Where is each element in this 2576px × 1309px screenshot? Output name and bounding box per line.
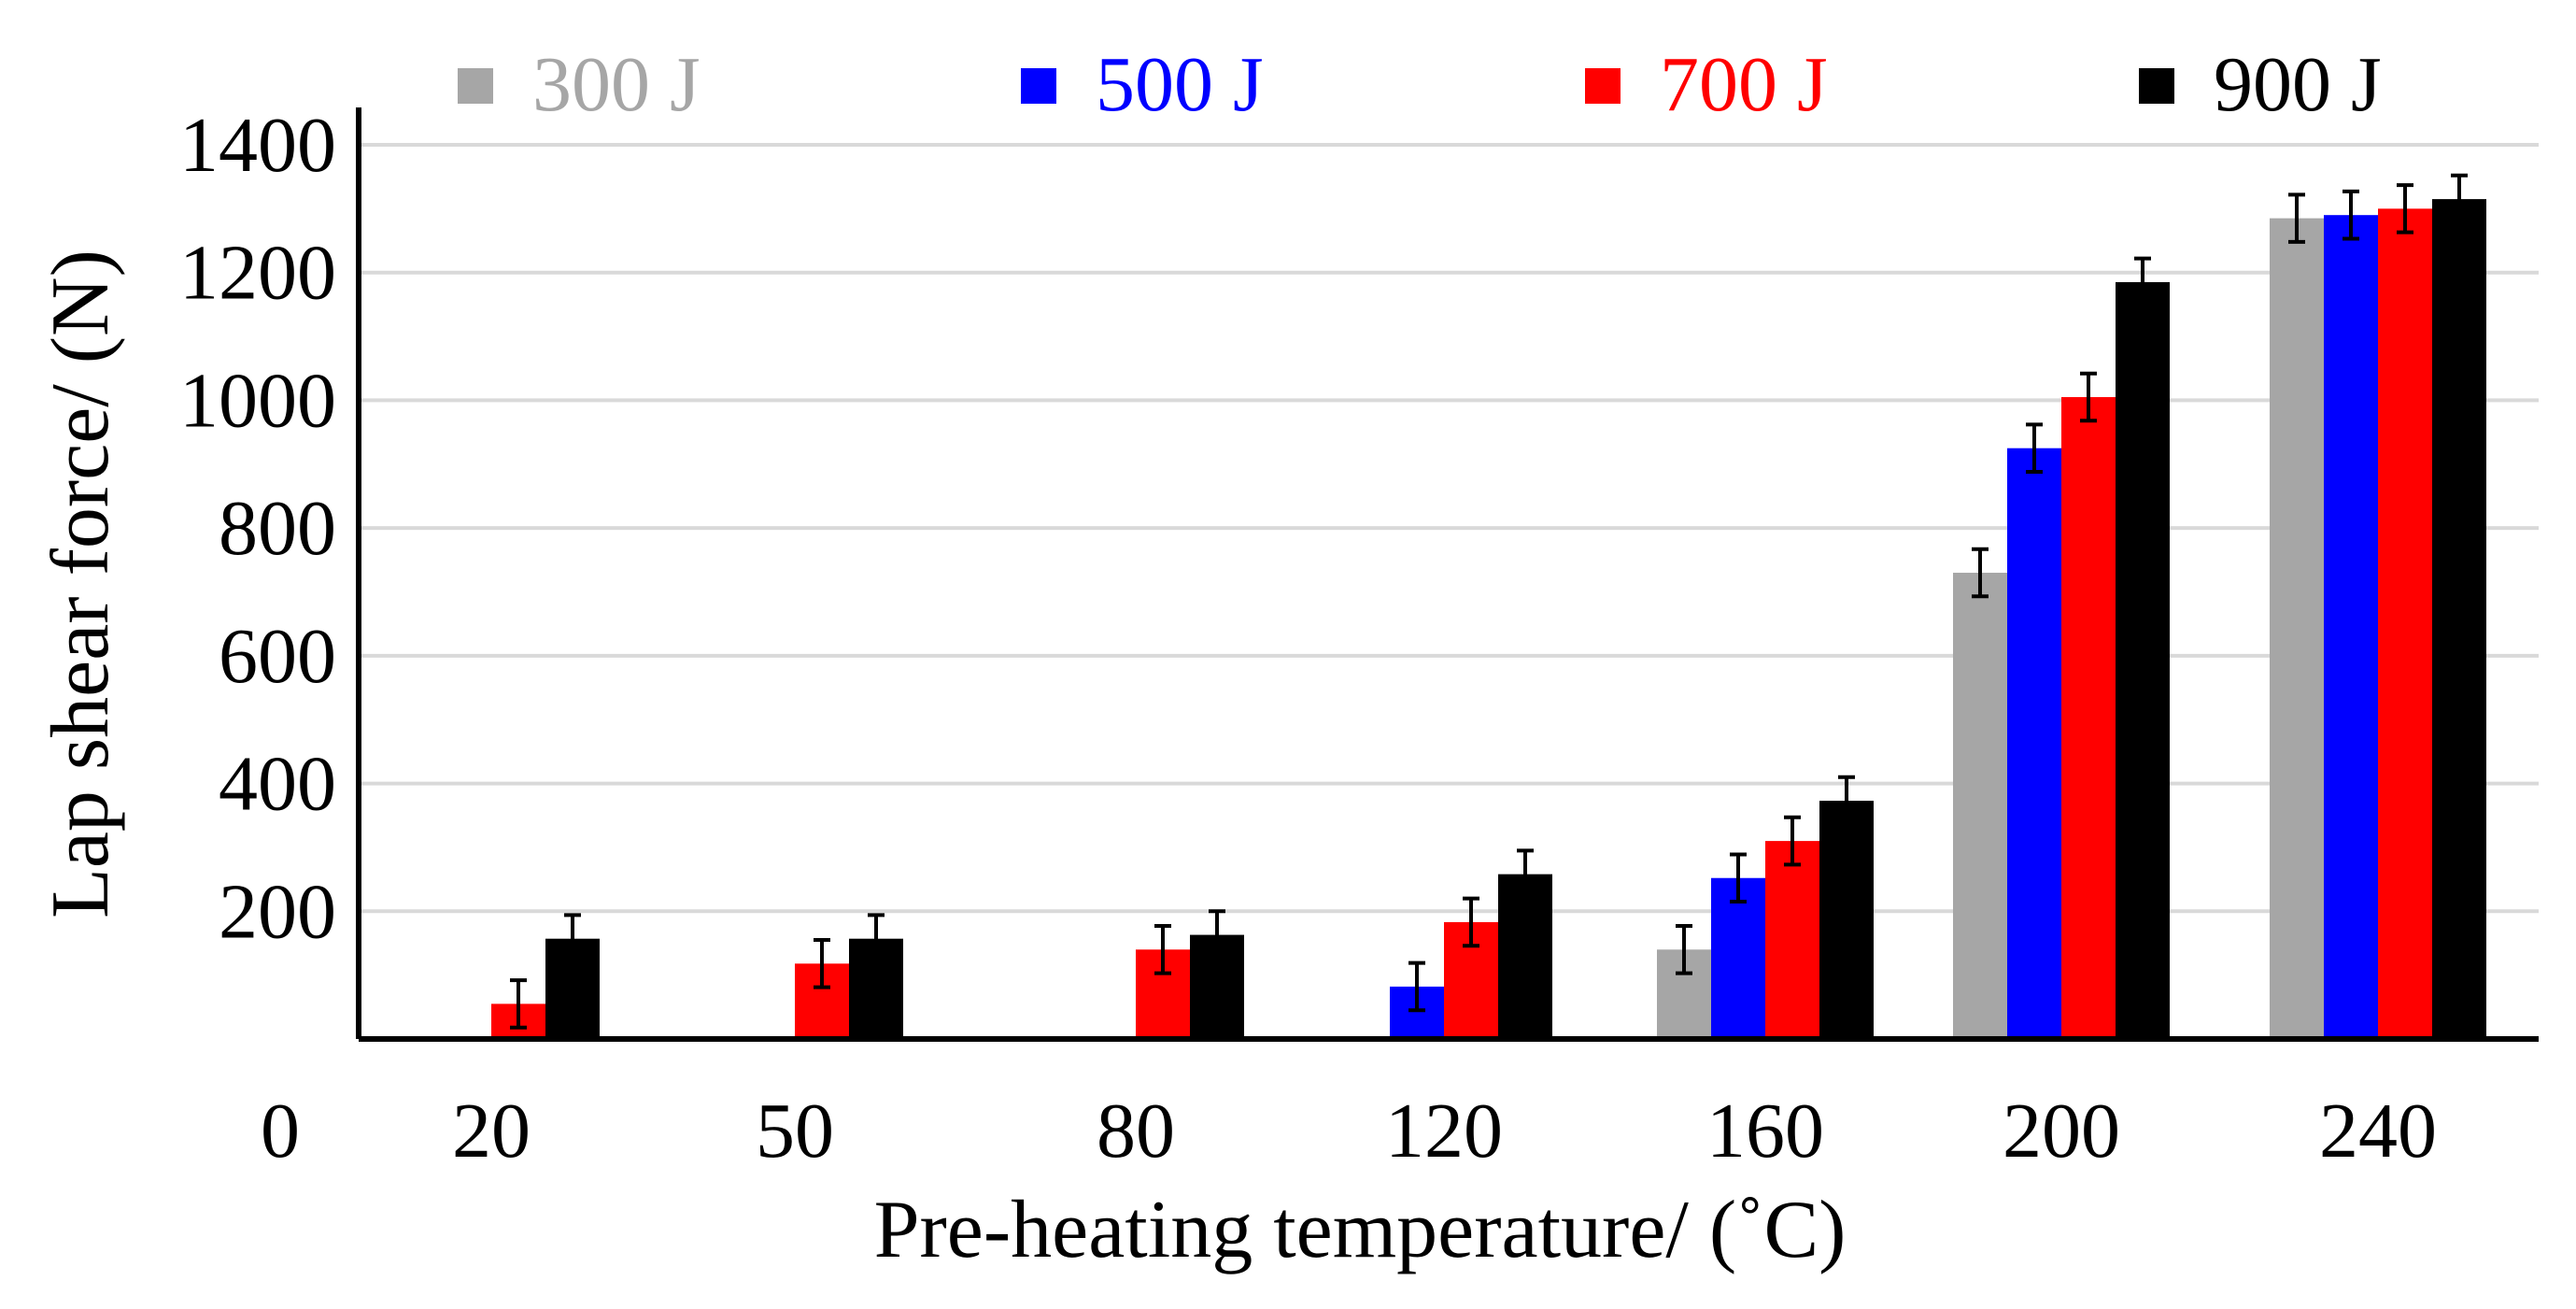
bar-900j-120 [1498, 874, 1552, 1039]
error-bar [814, 938, 830, 989]
y-tick-label: 1400 [179, 102, 336, 189]
error-bar [1838, 775, 1855, 827]
bar-900j-240 [2432, 199, 2486, 1039]
error-bar [2080, 371, 2097, 423]
x-tick-labels: 20 50 80 120 160 200 240 [452, 1088, 2437, 1174]
y-tick-label: 1000 [179, 357, 336, 444]
bar-700j-200 [2061, 397, 2116, 1039]
error-bar [2026, 422, 2043, 474]
x-tick-label: 200 [2003, 1088, 2120, 1174]
legend-swatch [2139, 68, 2174, 104]
error-bar [2451, 173, 2468, 225]
legend-swatch [1585, 68, 1621, 104]
y-zero-label: 0 [261, 1088, 300, 1174]
legend-label: 500 J [1096, 41, 1264, 128]
x-tick-label: 20 [452, 1088, 531, 1174]
bar-900j-160 [1819, 801, 1874, 1039]
y-axis-label: Lap shear force/ (N) [35, 249, 126, 918]
error-bar [868, 913, 885, 964]
error-bar [1154, 924, 1171, 975]
y-tick-label: 800 [219, 485, 336, 572]
error-bar [1517, 848, 1534, 900]
error-bar [2134, 256, 2151, 308]
error-bar [1784, 815, 1801, 867]
error-bar [2342, 189, 2359, 241]
error-bar [1972, 547, 1989, 599]
y-tick-label: 600 [219, 613, 336, 700]
x-tick-label: 160 [1706, 1088, 1824, 1174]
y-tick-label: 200 [219, 868, 336, 955]
x-axis-label: Pre-heating temperature/ (˚C) [874, 1185, 1847, 1275]
error-bar [1408, 960, 1425, 1013]
error-bar [1209, 909, 1225, 960]
legend: 300 J 500 J 700 J 900 J [458, 41, 2382, 128]
error-bar [1676, 924, 1692, 975]
error-bar [1463, 896, 1479, 948]
bar-500j-200 [2007, 448, 2061, 1040]
error-bar [1730, 852, 1747, 904]
legend-swatch [1021, 68, 1056, 104]
bar-500j-160 [1711, 877, 1765, 1039]
bar-700j-160 [1765, 841, 1819, 1039]
x-tick-label: 80 [1097, 1088, 1175, 1174]
error-bar [2288, 192, 2305, 244]
error-bar [510, 978, 527, 1030]
bar-700j-240 [2378, 208, 2432, 1039]
error-bar [564, 913, 581, 964]
x-tick-label: 50 [756, 1088, 834, 1174]
x-tick-label: 240 [2319, 1088, 2437, 1174]
legend-label: 900 J [2214, 41, 2382, 128]
x-tick-label: 120 [1385, 1088, 1503, 1174]
legend-swatch [458, 68, 493, 104]
legend-label: 700 J [1660, 41, 1828, 128]
error-bars [510, 173, 2468, 1030]
bar-900j-200 [2116, 281, 2170, 1039]
error-bar [2397, 183, 2413, 235]
legend-label: 300 J [532, 41, 701, 128]
y-tick-labels: 200 400 600 800 1000 1200 1400 [179, 102, 336, 955]
bar-300j-200 [1953, 572, 2007, 1039]
bar-300j-240 [2270, 218, 2324, 1039]
y-tick-label: 1200 [179, 230, 336, 317]
gridlines [359, 143, 2539, 914]
bar-500j-240 [2324, 215, 2378, 1039]
y-tick-label: 400 [219, 741, 336, 828]
